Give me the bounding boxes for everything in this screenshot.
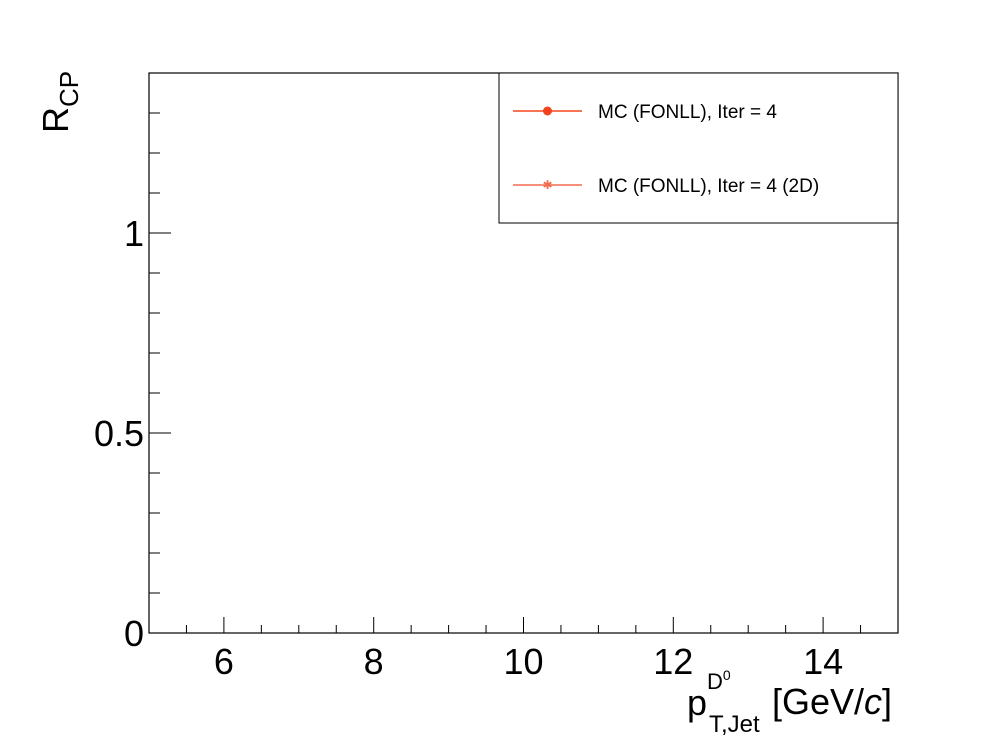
legend-entry-2: ✱ MC (FONLL), Iter = 4 (2D) <box>513 176 819 197</box>
legend: MC (FONLL), Iter = 4 ✱ MC (FONLL), Iter … <box>498 72 899 224</box>
x-tick-label: 6 <box>214 641 234 682</box>
legend-marker-star: ✱ <box>542 178 552 192</box>
y-tick-label: 1 <box>124 213 144 254</box>
legend-box <box>498 72 899 224</box>
x-axis-title-units-pre: [GeV/ <box>772 681 864 722</box>
x-axis-title: pD0 T,Jet [GeV/c] <box>687 667 892 738</box>
x-axis-title-sup-sup: 0 <box>723 667 731 683</box>
y-axis-title-sub: CP <box>54 71 84 107</box>
x-tick-label: 14 <box>803 641 843 682</box>
legend-label-2: MC (FONLL), Iter = 4 (2D) <box>598 176 819 197</box>
x-axis-title-units-italic: c <box>864 681 882 722</box>
legend-label-1: MC (FONLL), Iter = 4 <box>598 102 777 123</box>
y-tick-label: 0 <box>124 613 144 654</box>
y-axis-title: RCP <box>35 71 84 133</box>
y-tick-label: 0.5 <box>94 413 144 454</box>
y-axis-ticks <box>149 112 171 594</box>
x-axis-tick-labels: 6 8 10 12 14 <box>214 641 843 682</box>
y-axis-title-base: R <box>35 107 76 133</box>
y-axis-tick-labels: 00.51 <box>94 213 144 654</box>
x-axis-title-sup: D <box>707 669 723 694</box>
x-tick-label: 12 <box>653 641 693 682</box>
x-tick-label: 10 <box>503 641 543 682</box>
legend-marker-circle <box>543 106 552 116</box>
x-axis-ticks <box>185 617 862 633</box>
x-axis-title-units-post: ] <box>882 681 892 722</box>
x-axis-title-base: p <box>687 682 707 723</box>
x-tick-label: 8 <box>364 641 384 682</box>
x-axis-title-sub: T,Jet <box>709 711 760 738</box>
legend-entry-1: MC (FONLL), Iter = 4 <box>513 102 777 123</box>
